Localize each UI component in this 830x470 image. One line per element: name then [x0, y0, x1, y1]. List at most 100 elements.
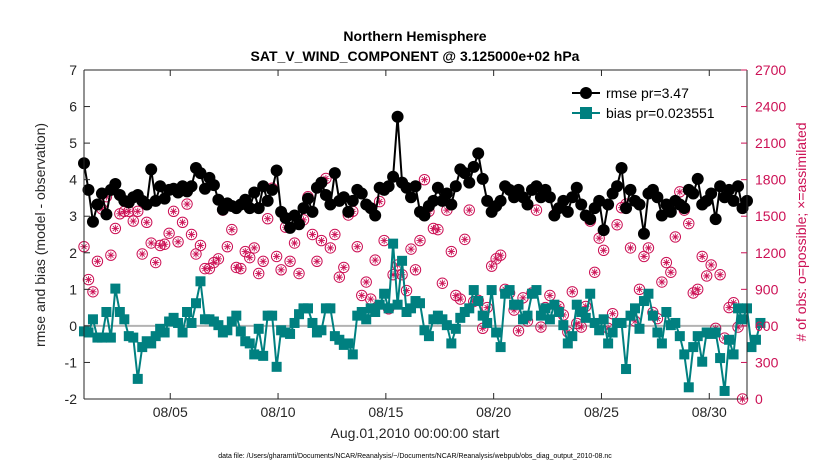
obs-count-point	[642, 242, 655, 254]
obs-possible-circle	[333, 271, 346, 283]
bias-point	[562, 338, 573, 349]
obs-possible-circle	[597, 244, 610, 257]
obs-assimilated-mark	[699, 253, 706, 260]
obs-possible-circle	[329, 228, 341, 241]
obs-assimilated-mark	[430, 225, 437, 232]
obs-assimilated-mark	[668, 269, 674, 276]
y2-tick-label: 900	[755, 281, 779, 297]
rmse-point	[602, 198, 615, 211]
bias-point	[347, 349, 358, 360]
bias-point	[750, 334, 761, 345]
obs-assimilated-mark	[121, 208, 128, 215]
obs-possible-circle	[566, 286, 578, 298]
obs-possible-circle	[136, 248, 148, 260]
rmse-point	[637, 227, 650, 240]
obs-count-point	[226, 223, 238, 236]
bias-point	[495, 342, 506, 353]
obs-count-point	[414, 234, 426, 247]
obs-assimilated-mark	[367, 296, 374, 302]
obs-possible-circle	[141, 216, 153, 229]
obs-count-point	[275, 264, 287, 276]
obs-count-point	[158, 238, 171, 250]
obs-possible-circle	[432, 223, 444, 236]
rmse-point	[705, 187, 718, 200]
obs-possible-circle	[226, 223, 238, 236]
rmse-point	[315, 176, 328, 189]
obs-possible-circle	[167, 205, 180, 218]
bias-point	[294, 309, 305, 320]
obs-possible-circle	[512, 325, 525, 337]
obs-count-point	[535, 321, 547, 333]
rmse-point	[481, 194, 494, 207]
bias-point	[504, 285, 515, 296]
bias-point	[87, 314, 98, 325]
obs-assimilated-mark	[273, 253, 280, 260]
obs-possible-circle	[270, 250, 283, 263]
bias-point	[674, 331, 685, 342]
bias-point	[289, 317, 300, 328]
obs-possible-circle	[445, 245, 458, 258]
obs-count-point	[360, 276, 372, 288]
bias-point	[549, 299, 560, 310]
obs-count-point	[606, 308, 619, 320]
obs-assimilated-mark	[179, 219, 186, 226]
obs-possible-circle	[705, 259, 717, 271]
obs-assimilated-mark	[645, 245, 652, 251]
bias-point	[222, 325, 233, 336]
obs-assimilated-mark	[672, 234, 679, 240]
bias-point	[746, 342, 757, 353]
obs-possible-circle	[373, 195, 386, 208]
bias-point	[383, 303, 394, 314]
rmse-point	[86, 215, 99, 228]
obs-count-point	[512, 325, 525, 337]
y2-tick-label: 300	[755, 354, 779, 370]
obs-possible-circle	[535, 321, 547, 333]
bias-point	[285, 328, 296, 339]
obs-possible-circle	[459, 233, 471, 246]
obs-assimilated-mark	[408, 246, 414, 252]
obs-count-point	[409, 264, 422, 276]
bias-point	[414, 298, 425, 309]
obs-assimilated-mark	[148, 240, 155, 246]
obs-count-point	[212, 253, 225, 265]
rmse-point	[149, 194, 162, 207]
rmse-point	[615, 161, 628, 174]
obs-assimilated-mark	[659, 279, 665, 285]
obs-assimilated-mark	[381, 237, 387, 244]
obs-assimilated-mark	[94, 258, 101, 265]
bias-point	[173, 317, 184, 328]
obs-assimilated-mark	[314, 258, 320, 265]
y-tick-label: -1	[65, 354, 78, 370]
obs-possible-circle	[400, 284, 413, 297]
obs-possible-circle	[158, 238, 171, 250]
obs-count-point	[311, 255, 323, 268]
bias-point	[271, 361, 282, 372]
obs-count-point	[700, 270, 713, 282]
legend-bias-label: bias pr=0.023551	[606, 105, 715, 121]
obs-assimilated-mark	[547, 292, 553, 299]
obs-assimilated-mark	[663, 259, 670, 266]
y-tick-label: 6	[69, 99, 77, 115]
obs-possible-circle	[624, 242, 637, 254]
bias-point	[733, 303, 744, 314]
obs-assimilated-mark	[452, 292, 459, 299]
bias-point	[302, 303, 313, 314]
rmse-point	[91, 198, 104, 211]
rmse-point	[405, 191, 418, 204]
obs-assimilated-mark	[730, 299, 737, 306]
obs-assimilated-mark	[641, 253, 647, 260]
obs-assimilated-mark	[215, 256, 222, 262]
obs-assimilated-mark	[573, 320, 580, 327]
obs-possible-circle	[696, 250, 708, 263]
obs-count-point	[181, 198, 193, 210]
obs-possible-circle	[149, 256, 162, 269]
obs-count-point	[351, 240, 363, 253]
obs-count-point	[566, 286, 578, 298]
rmse-point	[651, 191, 664, 204]
obs-possible-circle	[454, 293, 466, 305]
y2-tick-label: 1200	[755, 245, 786, 261]
obs-assimilated-mark	[152, 259, 159, 266]
obs-assimilated-mark	[90, 288, 96, 295]
obs-count-point	[132, 205, 144, 218]
